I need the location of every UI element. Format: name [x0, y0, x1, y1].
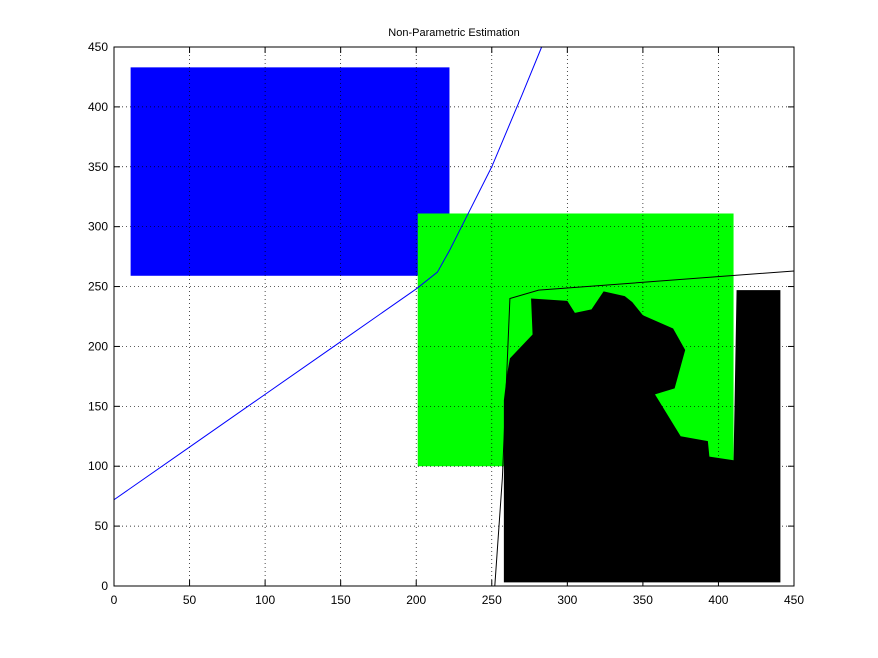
region-0: [130, 67, 450, 276]
x-tick-label-6: 300: [557, 593, 577, 607]
series-line-1: [494, 270, 795, 587]
x-tick-label-8: 400: [708, 593, 728, 607]
x-tick-label-5: 250: [482, 593, 502, 607]
y-tick-label-9: 450: [88, 40, 108, 54]
y-tick-label-6: 300: [88, 220, 108, 234]
y-tick-label-3: 150: [88, 399, 108, 413]
x-tick-label-2: 100: [255, 593, 275, 607]
series-line-0: [113, 46, 543, 501]
y-tick-label-7: 350: [88, 160, 108, 174]
x-tick-label-9: 450: [784, 593, 804, 607]
x-tick-label-7: 350: [633, 593, 653, 607]
x-tick-label-4: 200: [406, 593, 426, 607]
y-tick-label-1: 50: [95, 519, 109, 533]
y-tick-label-5: 250: [88, 280, 108, 294]
y-tick-label-4: 200: [88, 339, 108, 353]
x-tick-label-1: 50: [183, 593, 197, 607]
y-tick-label-2: 100: [88, 459, 108, 473]
x-tick-label-3: 150: [331, 593, 351, 607]
x-tick-label-0: 0: [111, 593, 118, 607]
axes-box: [113, 46, 795, 587]
y-tick-label-8: 400: [88, 100, 108, 114]
chart-title: Non-Parametric Estimation: [388, 27, 520, 39]
region-2-polygon: [503, 290, 781, 583]
y-tick-label-0: 0: [101, 579, 108, 593]
